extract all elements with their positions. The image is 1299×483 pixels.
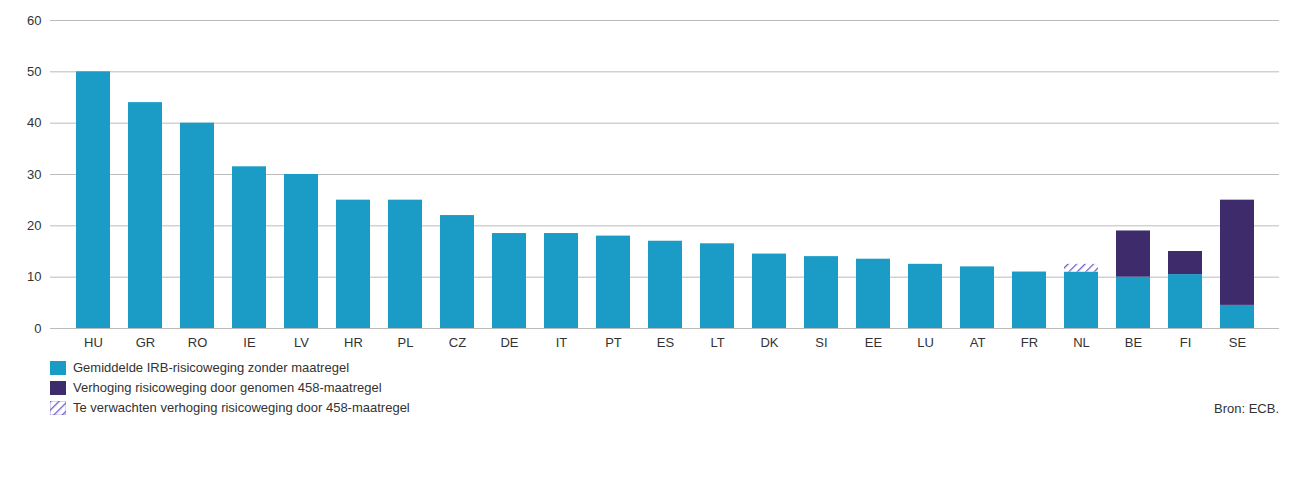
svg-text:HR: HR — [344, 335, 363, 350]
svg-text:0: 0 — [34, 321, 41, 336]
svg-text:IE: IE — [243, 335, 256, 350]
svg-text:50: 50 — [27, 64, 41, 79]
svg-text:FI: FI — [1180, 335, 1192, 350]
svg-text:IT: IT — [556, 335, 568, 350]
svg-text:20: 20 — [27, 218, 41, 233]
svg-text:BE: BE — [1125, 335, 1143, 350]
svg-text:40: 40 — [27, 115, 41, 130]
svg-text:AT: AT — [970, 335, 986, 350]
svg-text:LT: LT — [710, 335, 724, 350]
svg-text:PL: PL — [398, 335, 414, 350]
html-text:Te verwachten verhoging risico: Te verwachten verhoging risicoweging doo… — [73, 400, 410, 415]
svg-text:DK: DK — [760, 335, 778, 350]
svg-text:ES: ES — [657, 335, 675, 350]
svg-text:GR: GR — [136, 335, 156, 350]
svg-text:FR: FR — [1021, 335, 1038, 350]
html-text:Bron: ECB.: Bron: ECB. — [1214, 401, 1279, 416]
svg-text:30: 30 — [27, 167, 41, 182]
svg-text:RO: RO — [188, 335, 208, 350]
svg-text:HU: HU — [84, 335, 103, 350]
svg-text:PT: PT — [605, 335, 622, 350]
svg-text:LU: LU — [917, 335, 934, 350]
svg-text:LV: LV — [294, 335, 309, 350]
html-text:Verhoging risicoweging door ge: Verhoging risicoweging door genomen 458-… — [73, 380, 382, 395]
svg-text:SE: SE — [1229, 335, 1247, 350]
svg-text:SI: SI — [815, 335, 827, 350]
svg-text:60: 60 — [27, 13, 41, 28]
svg-text:DE: DE — [500, 335, 518, 350]
svg-text:EE: EE — [865, 335, 883, 350]
html-text:Gemiddelde IRB-risicoweging zo: Gemiddelde IRB-risicoweging zonder maatr… — [73, 360, 349, 375]
svg-text:10: 10 — [27, 269, 41, 284]
svg-text:CZ: CZ — [449, 335, 466, 350]
svg-text:NL: NL — [1073, 335, 1090, 350]
